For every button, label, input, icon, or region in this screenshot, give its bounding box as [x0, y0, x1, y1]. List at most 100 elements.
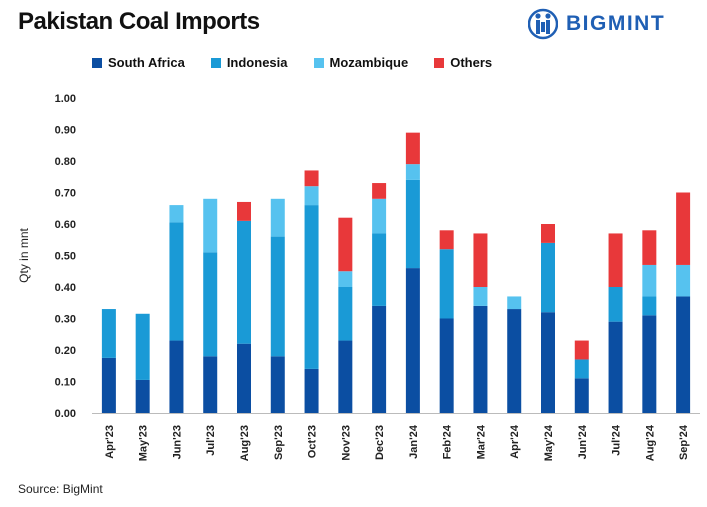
bar-segment	[338, 287, 353, 341]
bar-segment	[439, 318, 454, 413]
bar-segment	[169, 222, 184, 341]
x-tick-label: Oct'23	[307, 425, 319, 458]
bar-segment	[237, 201, 251, 221]
chart-title: Pakistan Coal Imports	[18, 8, 260, 35]
bar-segment	[203, 198, 218, 253]
y-tick-label: 0.90	[55, 125, 76, 137]
legend-label: South Africa	[108, 55, 185, 70]
bar-segment	[676, 296, 691, 413]
y-tick-label: 0.20	[55, 345, 76, 357]
x-tick-label: Dec'23	[374, 425, 386, 460]
bar-segment	[574, 340, 589, 360]
x-tick-label: Mar'24	[475, 424, 487, 459]
bar-segment	[169, 205, 184, 223]
bar-segment	[507, 296, 522, 310]
bar-segment	[203, 252, 218, 357]
x-tick-label: Apr'23	[104, 425, 116, 459]
bar-segment	[642, 296, 657, 316]
bigmint-logo-icon	[528, 8, 558, 40]
x-tick-label: Jan'24	[408, 424, 420, 459]
bar-segment	[405, 179, 420, 269]
bar-segment	[574, 359, 589, 379]
bar-segment	[608, 321, 623, 413]
y-tick-label: 0.40	[55, 282, 76, 294]
bar-segment	[608, 287, 623, 322]
bar-segment	[676, 192, 691, 265]
legend-swatch	[313, 57, 324, 68]
bar-segment	[304, 368, 319, 413]
legend-item: Mozambique	[313, 55, 409, 70]
bar-segment	[372, 305, 387, 413]
bar-segment	[270, 356, 285, 413]
x-tick-label: Sep'24	[678, 424, 690, 460]
x-tick-label: May'24	[543, 424, 555, 461]
bar-segment	[642, 315, 657, 413]
bar-segment	[135, 313, 150, 380]
bar-segment	[473, 305, 488, 413]
x-tick-label: Apr'24	[509, 424, 521, 459]
bar-segment	[169, 340, 184, 413]
bar-segment	[372, 233, 387, 306]
bar-segment	[642, 264, 657, 297]
x-tick-label: Aug'23	[239, 425, 251, 461]
legend-swatch	[92, 57, 102, 68]
bar-segment	[405, 268, 420, 413]
bar-segment	[405, 164, 420, 180]
bar-segment	[372, 198, 387, 234]
bar-segment	[304, 186, 319, 206]
x-tick-label: Jul'23	[205, 425, 217, 456]
legend-item: Indonesia	[210, 55, 288, 70]
x-tick-label: Jul'24	[611, 424, 623, 456]
bar-segment	[338, 217, 353, 272]
bar-segment	[101, 309, 116, 358]
y-tick-label: 1.00	[55, 93, 76, 105]
y-tick-label: 0.10	[55, 377, 76, 389]
x-tick-label: Sep'23	[273, 425, 285, 460]
legend-label: Mozambique	[329, 55, 409, 70]
bar-segment	[608, 233, 623, 287]
legend-label: Others	[450, 55, 493, 70]
y-tick-label: 0.30	[55, 314, 76, 326]
bar-segment	[237, 220, 251, 344]
legend-swatch	[434, 57, 445, 68]
y-tick-label: 0.60	[55, 219, 76, 231]
x-tick-label: Jun'23	[171, 425, 183, 459]
bar-segment	[237, 343, 251, 413]
bar-segment	[304, 170, 319, 187]
bar-segment	[203, 356, 218, 413]
chart-legend: South Africa Indonesia Mozambique Others	[92, 55, 518, 70]
legend-item: South Africa	[92, 55, 185, 70]
bar-segment	[541, 312, 555, 413]
y-axis-label: Qty in mnt	[17, 227, 31, 282]
x-tick-label: May'23	[138, 425, 150, 461]
brand-name: BIGMINT	[566, 12, 666, 35]
bar-segment	[304, 205, 319, 369]
x-tick-label: Aug'24	[644, 424, 656, 461]
bar-segment	[270, 198, 285, 237]
y-tick-label: 0.80	[55, 156, 76, 168]
source-note: Source: BigMint	[18, 482, 103, 496]
y-tick-label: 0.50	[55, 251, 76, 263]
bar-segment	[473, 287, 488, 306]
bar-segment	[405, 132, 420, 165]
legend-item: Others	[434, 55, 492, 70]
bar-segment	[439, 249, 454, 319]
bar-segment	[507, 309, 522, 413]
x-tick-label: Feb'24	[442, 424, 454, 459]
legend-swatch	[210, 57, 221, 68]
bar-segment	[135, 379, 150, 413]
legend-label: Indonesia	[226, 55, 288, 70]
bar-segment	[338, 271, 353, 287]
bar-segment	[541, 242, 555, 313]
bar-segment	[270, 236, 285, 357]
bar-segment	[101, 357, 116, 413]
bar-segment	[473, 233, 488, 287]
bar-segment	[642, 230, 657, 265]
bar-segment	[338, 340, 353, 413]
bar-segment	[676, 264, 691, 297]
x-tick-label: Jun'24	[577, 424, 589, 459]
x-tick-label: Nov'23	[340, 425, 352, 461]
bar-segment	[574, 378, 589, 413]
brand-logo: BIGMINT	[528, 6, 665, 42]
